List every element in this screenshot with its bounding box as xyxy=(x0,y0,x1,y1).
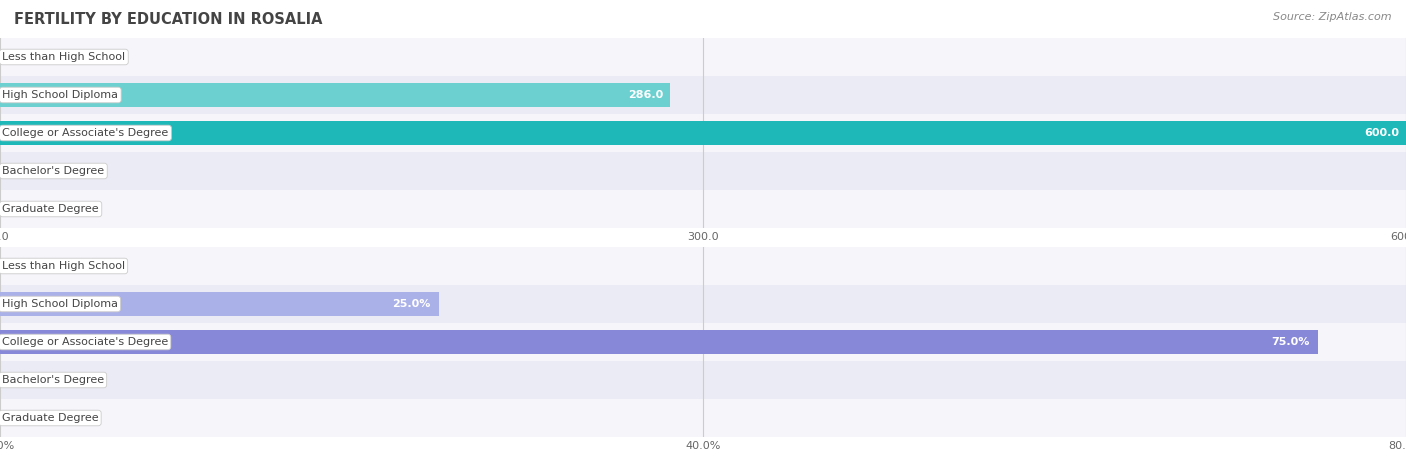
Text: Bachelor's Degree: Bachelor's Degree xyxy=(3,166,104,176)
Text: FERTILITY BY EDUCATION IN ROSALIA: FERTILITY BY EDUCATION IN ROSALIA xyxy=(14,12,322,27)
Bar xyxy=(0,83,671,107)
Text: College or Associate's Degree: College or Associate's Degree xyxy=(1,337,167,347)
Text: 25.0%: 25.0% xyxy=(392,299,430,309)
Bar xyxy=(0,76,1406,114)
Text: 0.0: 0.0 xyxy=(11,204,31,214)
Text: 600.0: 600.0 xyxy=(1364,128,1399,138)
Bar xyxy=(0,190,1406,228)
Bar xyxy=(0,114,1406,152)
Bar xyxy=(0,121,1406,145)
Text: 75.0%: 75.0% xyxy=(1271,337,1309,347)
Bar xyxy=(0,330,1319,354)
Text: 0.0: 0.0 xyxy=(11,52,31,62)
Text: Graduate Degree: Graduate Degree xyxy=(1,413,98,423)
Text: 0.0%: 0.0% xyxy=(8,261,39,271)
Text: High School Diploma: High School Diploma xyxy=(3,90,118,100)
Text: 0.0%: 0.0% xyxy=(8,375,39,385)
Text: 0.0%: 0.0% xyxy=(8,413,39,423)
Bar xyxy=(0,292,439,316)
Text: College or Associate's Degree: College or Associate's Degree xyxy=(3,128,169,138)
Text: Source: ZipAtlas.com: Source: ZipAtlas.com xyxy=(1274,12,1392,22)
Bar xyxy=(0,323,1406,361)
Bar xyxy=(0,247,1406,285)
Text: 286.0: 286.0 xyxy=(628,90,664,100)
Bar xyxy=(0,399,1406,437)
Bar xyxy=(0,152,1406,190)
Bar xyxy=(0,285,1406,323)
Bar xyxy=(0,361,1406,399)
Text: Bachelor's Degree: Bachelor's Degree xyxy=(1,375,104,385)
Text: Less than High School: Less than High School xyxy=(1,261,125,271)
Text: High School Diploma: High School Diploma xyxy=(1,299,118,309)
Text: 0.0: 0.0 xyxy=(11,166,31,176)
Text: Graduate Degree: Graduate Degree xyxy=(3,204,98,214)
Text: Less than High School: Less than High School xyxy=(3,52,125,62)
Bar xyxy=(0,38,1406,76)
